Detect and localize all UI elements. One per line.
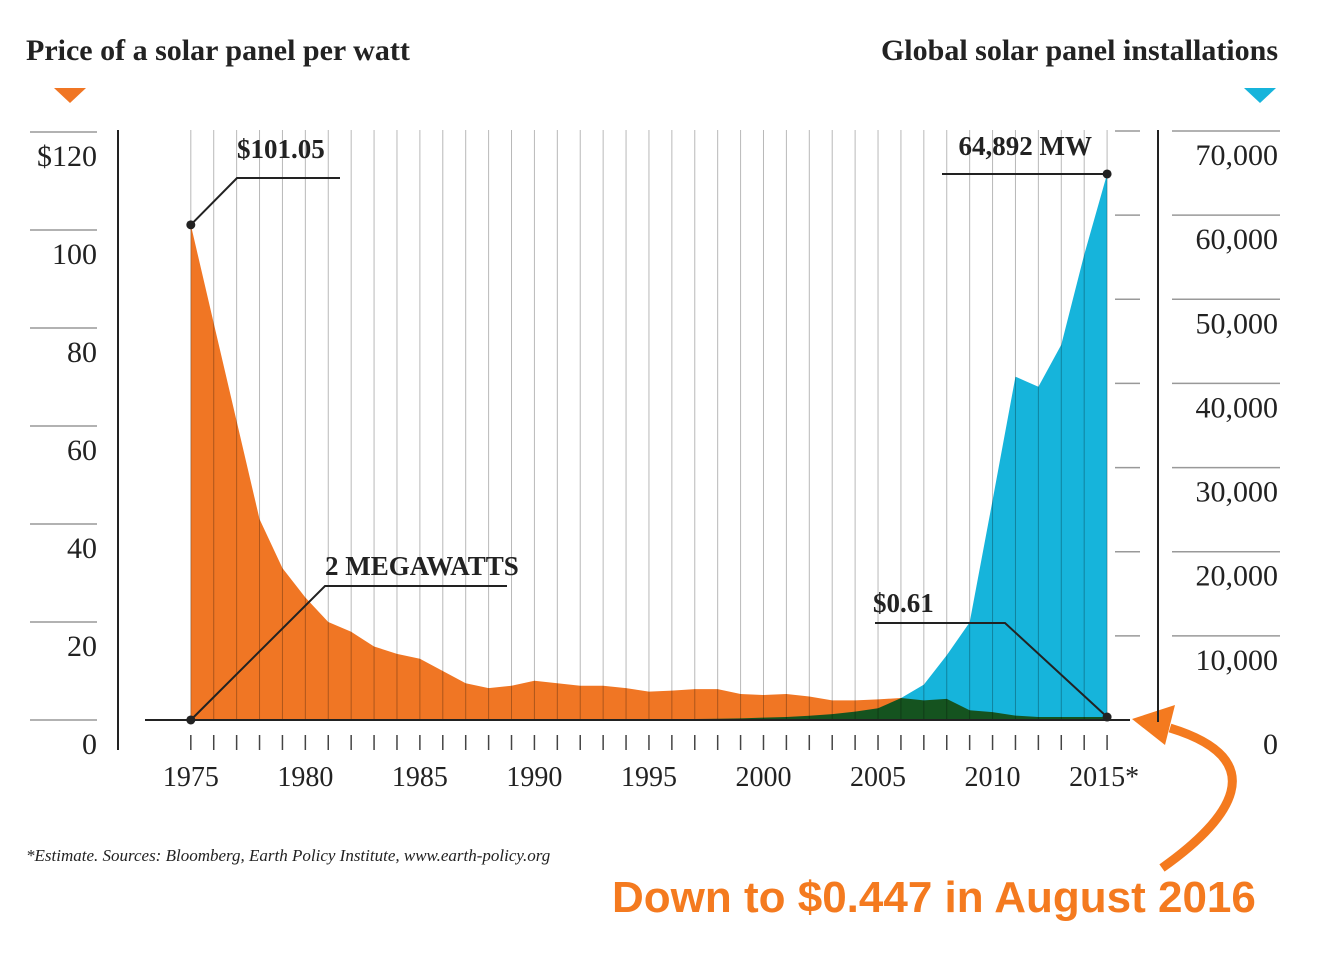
leader-line (875, 622, 1108, 718)
x-tick-label: 1990 (506, 762, 562, 793)
annotation: $101.05 (237, 134, 325, 164)
x-tick-label: 2010 (965, 762, 1021, 793)
y2-tick-label: 50,000 (1196, 307, 1279, 340)
callout-arrowhead (1132, 705, 1175, 745)
y-tick-label: 60 (67, 434, 97, 467)
x-tick-label: 1995 (621, 762, 677, 793)
plot: 0 20 40 60 80 100 $120 0 10,000 20,000 30,000 40,00… (30, 130, 1280, 793)
data-dot (1102, 169, 1112, 179)
y-tick-label: 80 (67, 336, 97, 369)
y2-tick-label: 20,000 (1196, 560, 1279, 593)
y-tick-label: 20 (67, 630, 97, 663)
data-dot (1102, 712, 1112, 722)
y2-tick-label: 0 (1263, 728, 1278, 761)
left-title: Price of a solar panel per watt (26, 34, 410, 67)
leader-line (190, 585, 507, 721)
y2-tick-label: 40,000 (1196, 391, 1279, 424)
annotation: 64,892 MW (959, 131, 1092, 161)
y2-tick-label: 10,000 (1196, 644, 1279, 677)
y2-tick-label: 30,000 (1196, 476, 1279, 509)
right-marker (1244, 88, 1276, 103)
y-tick-label: $120 (37, 140, 97, 173)
x-tick-label: 1975 (163, 762, 219, 793)
annotation: $0.61 (873, 588, 934, 618)
x-tick-label: 1980 (277, 762, 333, 793)
data-dot (186, 220, 196, 230)
right-title: Global solar panel installations (881, 34, 1278, 67)
annotation: 2 MEGAWATTS (325, 551, 519, 581)
area (190, 173, 1108, 721)
y-tick-label: 100 (52, 238, 97, 271)
x-tick-label: 2000 (735, 762, 791, 793)
callout: Down to $0.447 in August 2016 (612, 873, 1256, 922)
y-tick-label: 40 (67, 532, 97, 565)
leader-line (190, 177, 340, 226)
x-tick-label: 1985 (392, 762, 448, 793)
data-dot (186, 715, 196, 725)
area (190, 224, 1108, 721)
footnote: *Estimate. Sources: Bloomberg, Earth Pol… (26, 846, 550, 865)
y2-tick-label: 60,000 (1196, 223, 1279, 256)
callout-arrow (1159, 723, 1237, 872)
y-tick-label: 0 (82, 728, 97, 761)
left-marker (54, 88, 86, 103)
y2-tick-label: 70,000 (1196, 139, 1279, 172)
x-tick-label: 2005 (850, 762, 906, 793)
x-tick-label: 2015* (1069, 762, 1139, 793)
